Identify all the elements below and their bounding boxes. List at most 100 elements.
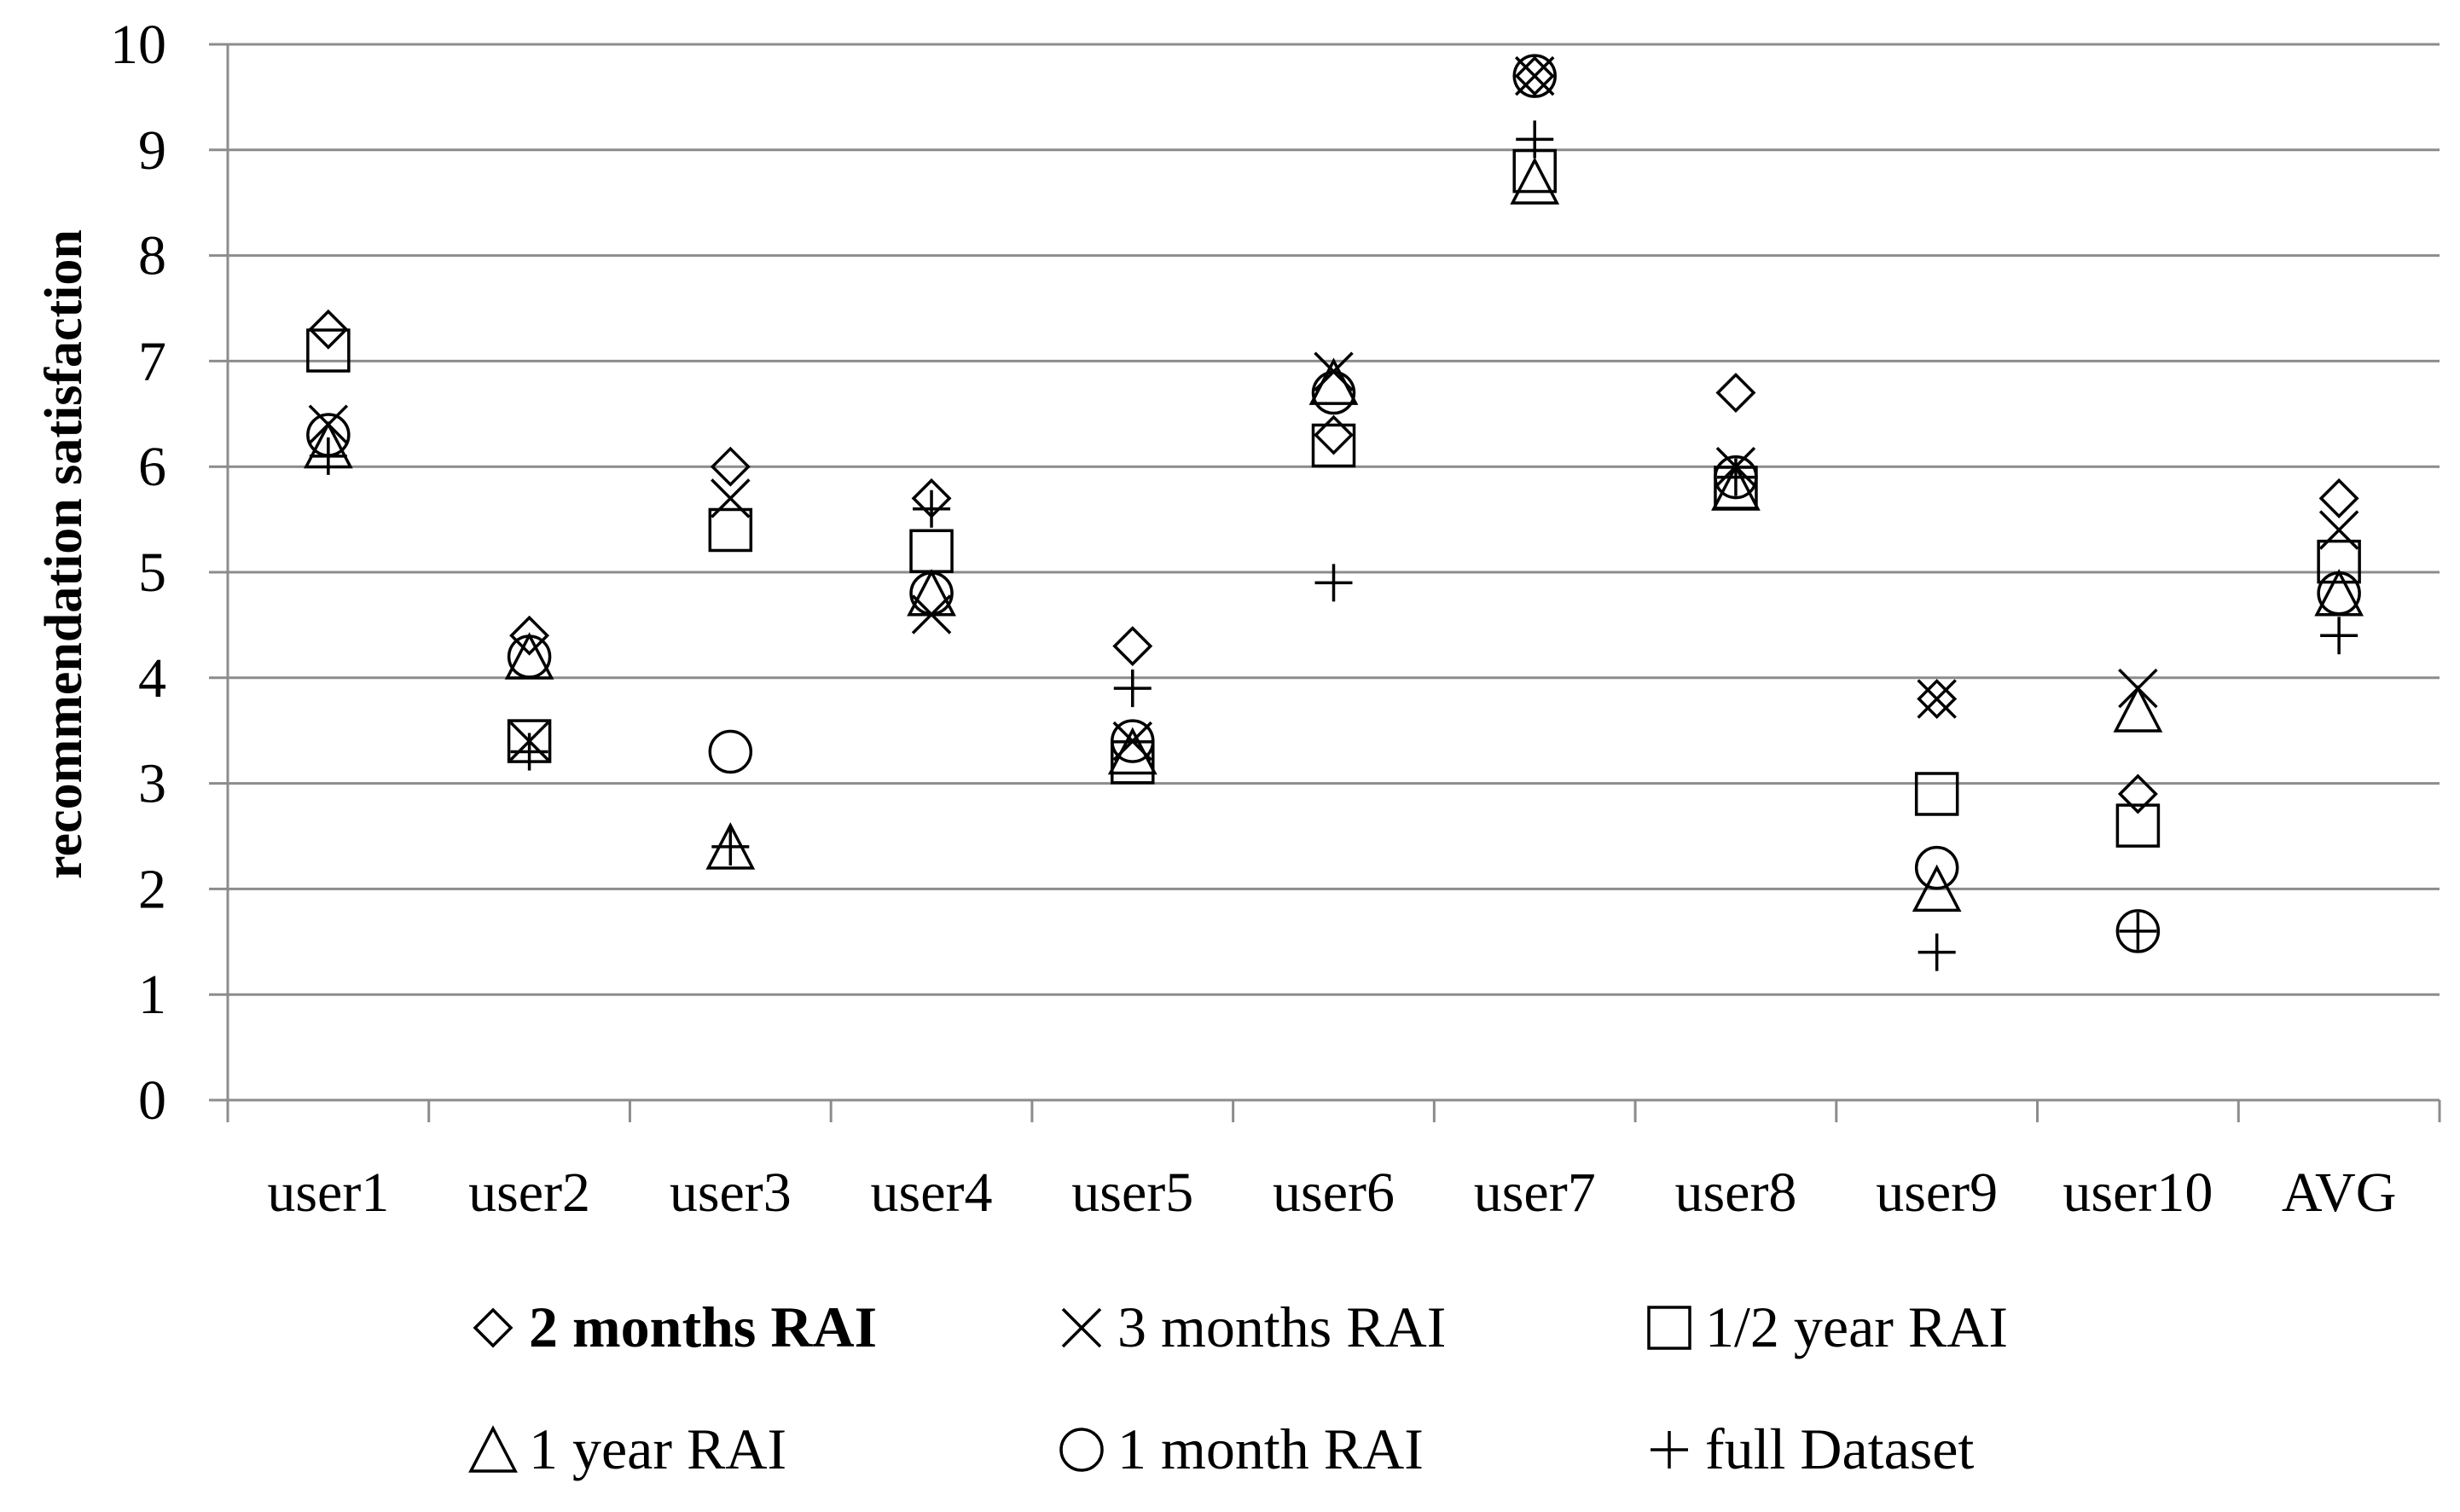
data-point-circle xyxy=(1311,370,1356,415)
series-circle xyxy=(306,54,2361,953)
data-markers xyxy=(303,54,2364,971)
data-point-plus xyxy=(2320,617,2358,655)
data-point-square xyxy=(1111,740,1155,785)
data-point-triangle xyxy=(2113,685,2163,733)
series-x xyxy=(308,55,2359,762)
data-point-diamond xyxy=(1112,626,1153,667)
data-point-diamond xyxy=(1514,55,1555,96)
x-tick-labels: user1 user2 user3 user4 user5 user6 user7 user8… xyxy=(267,1162,2396,1224)
data-point-plus xyxy=(309,437,347,475)
data-point-square xyxy=(1311,423,1356,468)
legend-marker-square xyxy=(1647,1306,1691,1350)
data-point-triangle xyxy=(1308,357,1359,405)
data-point-plus xyxy=(510,733,548,771)
legend-label: full Dataset xyxy=(1705,1416,1974,1481)
data-point-plus xyxy=(1918,933,1956,971)
y-tick-label: 3 xyxy=(138,753,166,815)
legend-item: 1 month RAI xyxy=(1059,1416,1424,1481)
legend-marker-triangle xyxy=(468,1425,518,1473)
legend: 2 months RAI 3 months RAI 1/2 year RAI 1 ye… xyxy=(468,1295,2008,1481)
legend-item: 1/2 year RAI xyxy=(1647,1295,2008,1359)
x-tick-label: AVG xyxy=(2282,1162,2396,1224)
data-point-square xyxy=(306,328,351,373)
legend-item: 3 months RAI xyxy=(1061,1295,1446,1359)
x-tick-label: user9 xyxy=(1876,1162,1998,1224)
data-point-diamond xyxy=(710,446,751,487)
data-point-square xyxy=(2115,803,2161,848)
data-point-triangle xyxy=(1711,463,1761,511)
data-point-diamond xyxy=(1917,679,1958,720)
data-point-square xyxy=(708,507,753,553)
data-point-circle xyxy=(507,634,552,679)
data-point-circle xyxy=(2317,571,2361,616)
data-point-diamond xyxy=(1715,373,1756,414)
data-point-plus xyxy=(1516,120,1554,159)
data-point-diamond xyxy=(509,615,550,656)
data-point-diamond xyxy=(2318,478,2359,518)
data-point-circle xyxy=(708,729,753,774)
x-tick-label: user8 xyxy=(1674,1162,1796,1224)
y-tick-label: 7 xyxy=(138,330,166,392)
series-diamond xyxy=(308,55,2359,814)
y-tick-label: 4 xyxy=(138,647,166,710)
data-point-plus xyxy=(711,827,750,866)
y-tick-labels: 0 1 2 3 4 5 6 7 8 9 10 xyxy=(110,14,166,1132)
legend-label: 1/2 year RAI xyxy=(1705,1295,2008,1359)
y-tick-label: 0 xyxy=(138,1069,166,1132)
x-tick-label: user4 xyxy=(871,1162,993,1224)
gridlines xyxy=(228,43,2440,996)
legend-label: 2 months RAI xyxy=(529,1295,877,1359)
y-axis-title: recommendation satisfaction xyxy=(35,229,93,879)
axes xyxy=(209,43,2441,1122)
data-point-triangle xyxy=(1107,727,1157,775)
legend-marker-diamond xyxy=(473,1307,513,1348)
data-point-circle xyxy=(1111,719,1155,763)
data-point-triangle xyxy=(1510,157,1560,205)
data-point-plus xyxy=(1716,458,1755,496)
data-point-circle xyxy=(2115,909,2161,953)
data-point-square xyxy=(909,529,954,573)
x-tick-label: user1 xyxy=(267,1162,389,1224)
data-point-plus xyxy=(2119,912,2157,950)
data-point-triangle xyxy=(1912,864,1962,912)
y-tick-label: 5 xyxy=(138,542,166,604)
y-tick-label: 2 xyxy=(138,858,166,920)
x-tick-label: user3 xyxy=(670,1162,792,1224)
data-point-square xyxy=(1914,772,1959,816)
legend-marker-x xyxy=(1061,1307,1102,1348)
data-point-circle xyxy=(909,571,954,616)
y-tick-label: 9 xyxy=(138,119,166,182)
legend-item: full Dataset xyxy=(1651,1416,1974,1481)
legend-marker-plus xyxy=(1651,1431,1688,1469)
legend-label: 3 months RAI xyxy=(1117,1295,1446,1359)
legend-marker-circle xyxy=(1059,1428,1104,1472)
data-point-plus xyxy=(913,490,951,528)
data-point-plus xyxy=(1113,669,1152,708)
x-tick-label: user5 xyxy=(1071,1162,1193,1224)
legend-item: 1 year RAI xyxy=(468,1416,786,1481)
data-point-plus xyxy=(1314,564,1353,602)
y-tick-label: 1 xyxy=(138,964,166,1026)
data-point-square xyxy=(2317,539,2361,584)
data-point-x xyxy=(1917,679,1957,719)
data-point-x xyxy=(1514,55,1555,96)
x-tick-label: user10 xyxy=(2063,1162,2213,1224)
data-point-diamond xyxy=(1314,414,1354,455)
data-point-diamond xyxy=(2117,773,2158,814)
y-tick-label: 10 xyxy=(110,14,166,76)
data-point-circle xyxy=(1914,845,1959,890)
x-tick-label: user6 xyxy=(1273,1162,1395,1224)
y-tick-label: 8 xyxy=(138,225,166,287)
legend-item: 2 months RAI xyxy=(473,1295,877,1359)
series-plus xyxy=(309,120,2358,971)
legend-label: 1 year RAI xyxy=(529,1416,786,1481)
y-tick-label: 6 xyxy=(138,436,166,498)
data-point-diamond xyxy=(308,309,349,350)
legend-label: 1 month RAI xyxy=(1117,1416,1424,1481)
series-triangle xyxy=(303,157,2364,912)
x-tick-label: user2 xyxy=(468,1162,590,1224)
x-tick-label: user7 xyxy=(1474,1162,1596,1224)
data-point-circle xyxy=(1512,54,1557,98)
